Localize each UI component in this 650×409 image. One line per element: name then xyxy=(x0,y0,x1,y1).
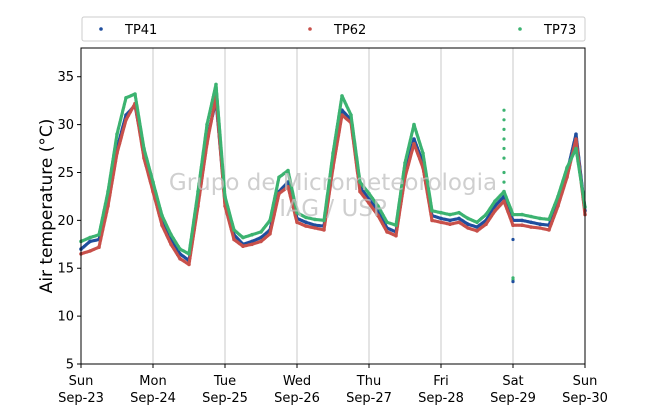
outlier-point xyxy=(511,276,515,280)
legend: TP41 TP62 TP73 xyxy=(81,16,586,42)
y-axis-label: Air temperature (°C) xyxy=(37,119,57,294)
outlier-point xyxy=(502,180,506,184)
x-tick-label-day: Sat xyxy=(502,374,523,389)
x-tick-label-date: Sep-29 xyxy=(490,391,536,406)
y-tick-label: 10 xyxy=(57,310,74,325)
watermark-line-2: IAG / USP xyxy=(279,196,387,222)
x-axis: Sun Sep-23 Mon Sep-24 Tue Sep-25 Wed Sep-26 Thu S… xyxy=(58,364,608,406)
data-points xyxy=(79,82,587,284)
x-tick-label-date: Sep-27 xyxy=(346,391,392,406)
legend-entry-tp62: TP62 xyxy=(308,23,366,38)
legend-marker-tp41 xyxy=(99,27,103,31)
x-tick-label-day: Fri xyxy=(433,374,449,389)
x-tick-label-date: Sep-25 xyxy=(202,391,248,406)
x-tick-label-day: Wed xyxy=(283,374,311,389)
y-axis: 5 10 15 20 25 30 35 xyxy=(57,70,81,373)
y-tick-label: 15 xyxy=(57,262,74,277)
outlier-point xyxy=(502,170,506,175)
outlier-point xyxy=(502,146,506,151)
legend-marker-tp73 xyxy=(518,27,522,31)
legend-frame xyxy=(81,16,586,42)
legend-entry-tp73: TP73 xyxy=(518,23,576,38)
y-tick-label: 30 xyxy=(57,118,74,133)
x-tick-label-day: Sun xyxy=(573,374,598,389)
y-tick-label: 20 xyxy=(57,214,74,229)
legend-label-tp73: TP73 xyxy=(543,23,576,38)
outlier-point xyxy=(502,108,506,112)
watermark-line-1: Grupo de Micrometeorologia xyxy=(169,170,497,196)
x-tick-label-day: Mon xyxy=(139,374,166,389)
x-tick-label-date: Sep-24 xyxy=(130,391,176,406)
x-tick-label-day: Thu xyxy=(356,374,381,389)
outlier-point xyxy=(511,237,515,242)
y-tick-label: 5 xyxy=(66,358,74,373)
legend-marker-tp62 xyxy=(308,27,312,31)
legend-label-tp41: TP41 xyxy=(124,23,157,38)
x-tick-label-day: Tue xyxy=(213,374,236,389)
legend-label-tp62: TP62 xyxy=(333,23,366,38)
outlier-point xyxy=(502,118,506,122)
y-tick-label: 25 xyxy=(57,166,74,181)
x-tick-label-date: Sep-26 xyxy=(274,391,320,406)
watermark: Grupo de Micrometeorologia IAG / USP xyxy=(169,170,497,222)
x-tick-label-date: Sep-28 xyxy=(418,391,464,406)
outlier-point xyxy=(502,137,506,141)
outlier-points xyxy=(502,108,515,284)
series-tp73 xyxy=(79,82,587,256)
x-tick-label-date: Sep-30 xyxy=(562,391,608,406)
y-tick-label: 35 xyxy=(57,70,74,85)
plot-frame xyxy=(80,47,586,365)
x-tick-label-date: Sep-23 xyxy=(58,391,104,406)
outlier-point xyxy=(511,280,515,284)
x-tick-label-day: Sun xyxy=(69,374,94,389)
series-tp62 xyxy=(79,94,587,267)
outlier-point xyxy=(502,127,506,131)
outlier-point xyxy=(502,156,506,160)
legend-entry-tp41: TP41 xyxy=(99,23,157,38)
